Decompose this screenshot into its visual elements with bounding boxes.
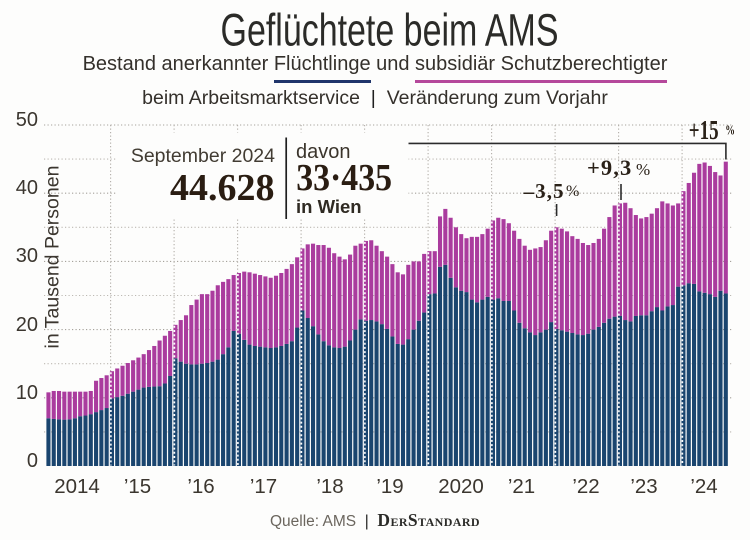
- svg-text:Geflüchtete beim AMS: Geflüchtete beim AMS: [221, 6, 559, 56]
- svg-text:%: %: [725, 123, 735, 138]
- svg-text:+15: +15: [689, 116, 719, 146]
- svg-text:33·435: 33·435: [296, 156, 392, 198]
